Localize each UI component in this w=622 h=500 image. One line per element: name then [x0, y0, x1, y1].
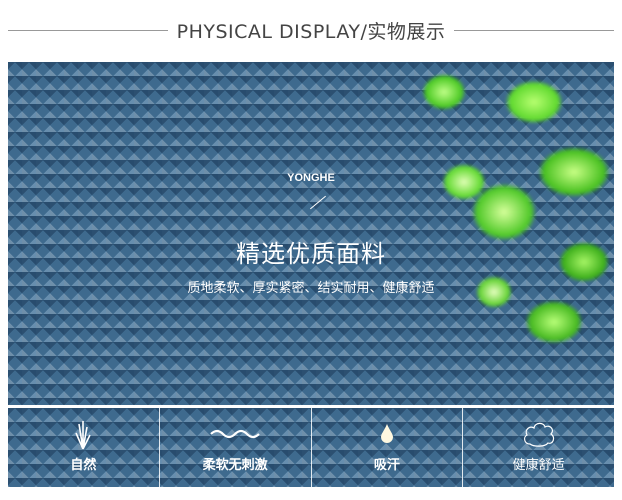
feature-natural: 自然 — [8, 408, 159, 487]
feature-label: 自然 — [70, 458, 97, 473]
feature-label: 柔软无刺激 — [202, 458, 268, 473]
cloud-icon — [522, 418, 556, 450]
divider-left — [8, 30, 168, 31]
wave-icon — [210, 418, 260, 450]
plant-leaves-image — [384, 62, 614, 405]
feature-soft: 柔软无刺激 — [158, 408, 311, 487]
slash-decoration — [310, 195, 326, 210]
feature-strip: 自然 柔软无刺激 吸汗 健康舒适 — [8, 408, 614, 487]
product-hero-image: YONGHE 精选优质面料 质地柔软、厚实紧密、结实耐用、健康舒适 — [8, 62, 614, 405]
feature-absorb: 吸汗 — [310, 408, 463, 487]
hero-title: 精选优质面料 — [236, 240, 386, 268]
feature-label: 健康舒适 — [512, 458, 565, 473]
section-title: PHYSICAL DISPLAY/实物展示 — [168, 16, 454, 44]
grass-icon — [73, 418, 93, 450]
section-header: PHYSICAL DISPLAY/实物展示 — [0, 16, 622, 44]
feature-label: 吸汗 — [373, 458, 400, 473]
water-drop-icon — [380, 418, 394, 450]
divider-right — [454, 30, 614, 31]
brand-name: YONGHE — [287, 172, 335, 184]
hero-subtitle: 质地柔软、厚实紧密、结实耐用、健康舒适 — [187, 281, 435, 296]
feature-comfort: 健康舒适 — [462, 408, 614, 487]
